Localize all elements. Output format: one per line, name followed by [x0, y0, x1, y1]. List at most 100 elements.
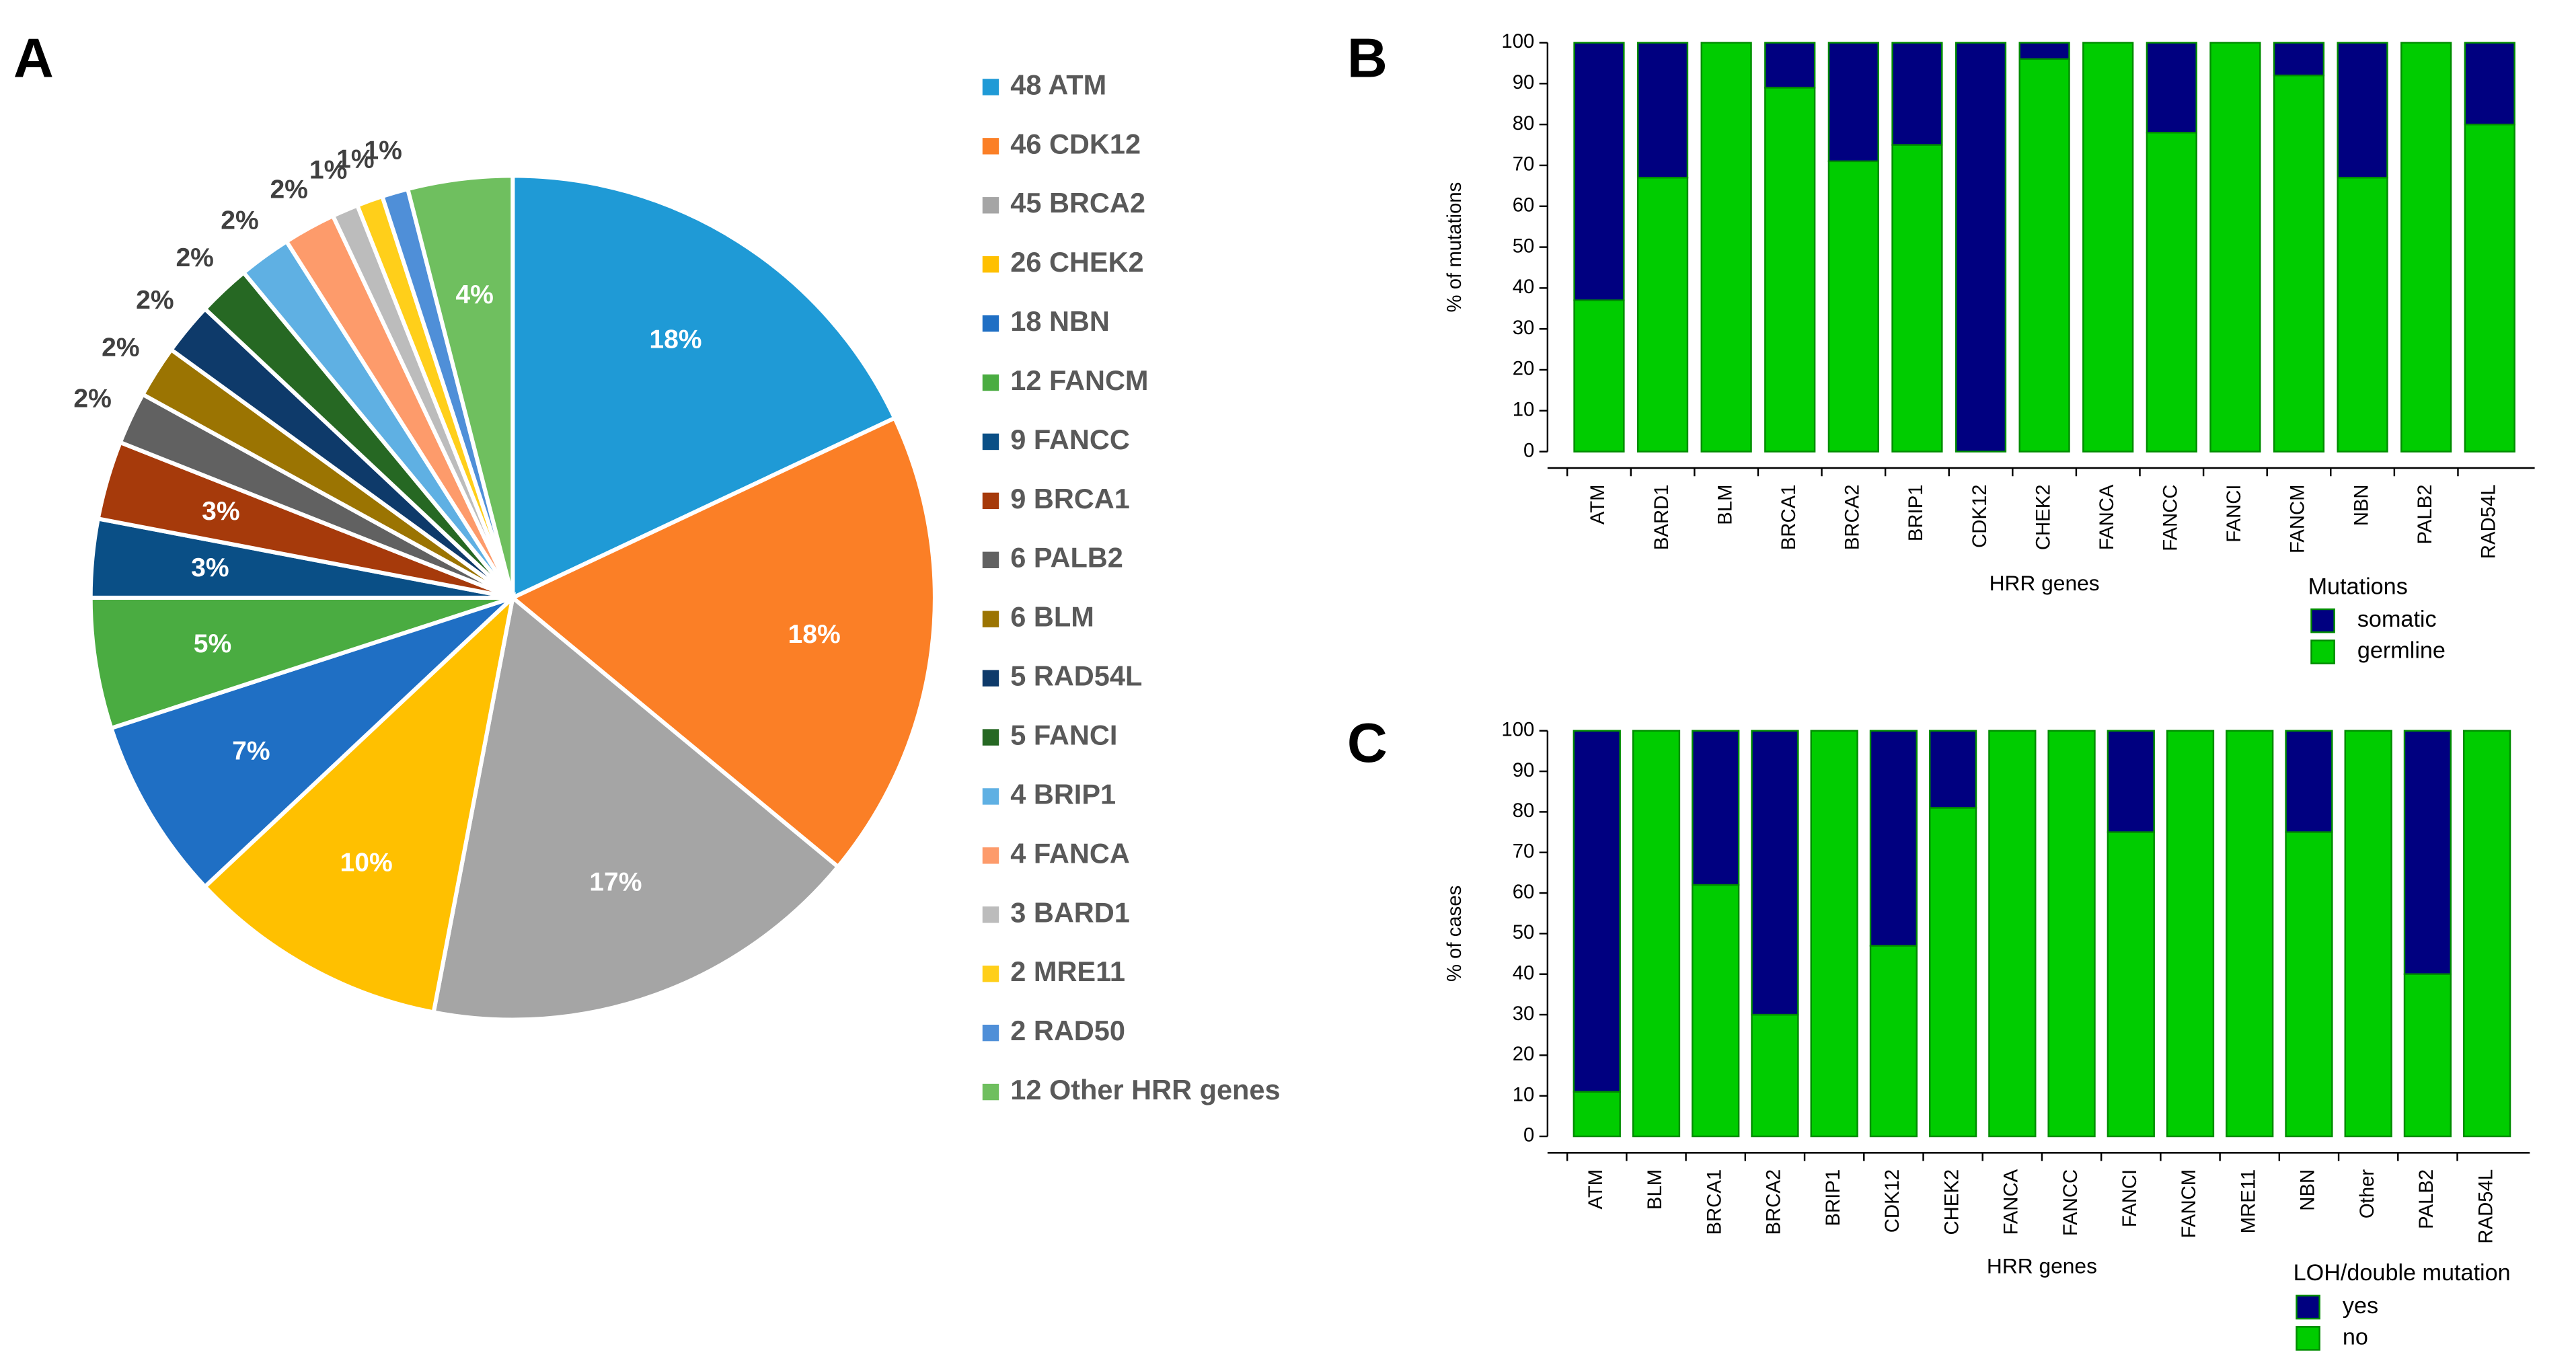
slice-label: 2% [136, 286, 174, 315]
x-tick-label: ATM [1587, 484, 1609, 524]
bar-segment [2146, 132, 2197, 453]
legend-label: germline [2357, 638, 2446, 664]
legend-swatch [2296, 1294, 2320, 1320]
bar-segment [2107, 831, 2155, 1138]
y-tick-label: 70 [1513, 153, 1535, 176]
x-tick-label: BRIP1 [1905, 484, 1927, 541]
bar-segment [1928, 807, 1977, 1138]
legend-label: 26 CHEK2 [1010, 246, 1143, 278]
bar-segment [2403, 973, 2452, 1138]
bar-segment [1764, 42, 1816, 89]
bar-segment [1751, 1013, 1799, 1138]
legend-swatch [982, 1024, 999, 1042]
legend-swatch [982, 315, 999, 332]
bar-segment [1692, 884, 1740, 1138]
bar-segment [1573, 730, 1621, 1093]
legend-label: 9 FANCC [1010, 424, 1130, 455]
y-tick-label: 50 [1513, 235, 1535, 257]
y-tick-label: 90 [1513, 71, 1535, 93]
y-tick-label: 90 [1513, 759, 1535, 781]
legend-swatch [2310, 608, 2335, 633]
panel-letter: A [13, 27, 54, 89]
y-tick-label: 10 [1513, 1083, 1535, 1105]
bar-segment [2463, 730, 2511, 1138]
legend-label: 46 CDK12 [1010, 128, 1141, 159]
y-tick-label: 80 [1513, 800, 1535, 822]
bar-segment [1764, 87, 1816, 453]
x-tick-label: FANCI [2119, 1169, 2141, 1227]
legend-swatch [982, 670, 999, 687]
legend-swatch [982, 551, 999, 568]
x-tick-label: FANCM [2287, 484, 2309, 553]
legend-label: 4 FANCA [1010, 837, 1130, 869]
x-tick-label: ATM [1585, 1169, 1607, 1210]
pie-slice [510, 173, 898, 601]
slice-label: 3% [191, 553, 229, 582]
bar-segment [2464, 42, 2515, 126]
bar-segment [1988, 730, 2037, 1138]
slice-label: 10% [340, 848, 392, 877]
slice-label: 5% [194, 629, 231, 658]
slice-label: 1% [309, 156, 347, 185]
bar-segment [1869, 945, 1918, 1138]
bar-segment [2166, 730, 2215, 1138]
legend-label: 2 MRE11 [1010, 956, 1125, 987]
legend-swatch [982, 433, 999, 451]
legend-swatch [982, 965, 999, 982]
bar-segment [2400, 42, 2452, 453]
x-tick-label: MRE11 [2237, 1169, 2259, 1234]
y-tick-label: 70 [1513, 840, 1535, 862]
bar-segment [1692, 730, 1740, 886]
slice-label: 2% [102, 333, 139, 362]
bar-segment [1573, 1091, 1621, 1138]
pie-slice [405, 173, 515, 598]
y-tick-label: 40 [1513, 276, 1535, 298]
x-tick-label: BLM [1644, 1169, 1666, 1210]
x-tick-label: CHEK2 [1940, 1169, 1963, 1235]
x-tick-label: CDK12 [1969, 484, 1991, 547]
x-tick-label: BRCA1 [1703, 1169, 1725, 1235]
legend-swatch [2296, 1326, 2320, 1351]
y-tick-label: 20 [1513, 358, 1535, 380]
pie-slice [431, 594, 841, 1022]
legend-swatch [982, 906, 999, 923]
y-axis-label: % of cases [1443, 886, 1466, 982]
slice-label: 2% [221, 206, 258, 235]
x-tick-label: RAD54L [2478, 484, 2500, 559]
legend-swatch [982, 729, 999, 746]
slice-label: 18% [788, 620, 841, 649]
bar-segment [1632, 730, 1681, 1138]
slice-label: 2% [270, 175, 307, 204]
y-tick-label: 30 [1513, 317, 1535, 339]
bar-segment [2018, 58, 2070, 453]
bar-segment [2464, 123, 2515, 453]
slice-label: 1% [336, 145, 374, 174]
legend-swatch [982, 492, 999, 510]
bar-segment [2273, 74, 2325, 453]
bar-segment [1573, 42, 1625, 301]
bar-segment [2047, 730, 2096, 1138]
legend-label: 4 BRIP1 [1010, 778, 1116, 810]
legend-swatch [982, 138, 999, 155]
bar-segment [2285, 831, 2333, 1138]
legend-swatch [982, 79, 999, 95]
legend-label: somatic [2357, 607, 2437, 632]
panel-letter: B [1347, 27, 1388, 89]
legend-label: 2 RAD50 [1010, 1015, 1125, 1046]
y-tick-label: 60 [1513, 881, 1535, 903]
y-tick-label: 20 [1513, 1043, 1535, 1065]
bar-segment [2344, 730, 2392, 1138]
pie-slice [88, 595, 514, 731]
legend-swatch [982, 611, 999, 627]
legend-swatch [982, 374, 999, 391]
legend-label: 6 BLM [1010, 601, 1094, 633]
x-tick-label: PALB2 [2415, 1169, 2437, 1229]
legend-label: yes [2343, 1293, 2378, 1319]
bar-segment [1928, 730, 1977, 809]
slice-label: 4% [455, 280, 493, 309]
bar-segment [2018, 42, 2070, 61]
legend-title: LOH/double mutation [2294, 1260, 2511, 1286]
x-tick-label: FANCC [2059, 1169, 2082, 1236]
x-tick-label: BRCA2 [1763, 1169, 1785, 1235]
